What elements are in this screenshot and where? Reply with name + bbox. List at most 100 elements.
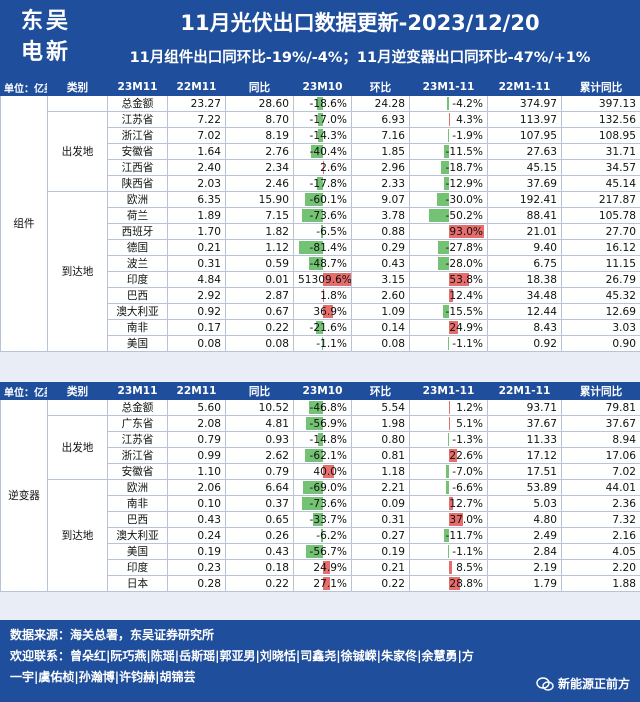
value-cell: 2.21 (351, 479, 410, 496)
pct-change-cell: 51309.6% (293, 271, 352, 288)
pct-change-value: 22.6% (449, 449, 483, 462)
value-cell: 0.08 (351, 335, 410, 352)
decline-bar (429, 209, 449, 222)
value-cell: 2.34 (225, 159, 294, 176)
value-cell: 17.51 (487, 463, 562, 480)
pct-change-cell: 40.0% (293, 463, 352, 480)
watermark-text: 新能源正前方 (557, 676, 630, 691)
value-cell: 1.09 (351, 303, 410, 320)
value-cell: 6.75 (487, 255, 562, 272)
value-cell: 0.90 (561, 335, 640, 352)
value-cell: 8.94 (561, 431, 640, 448)
growth-bar (448, 225, 485, 238)
pct-change-value: -60.1% (309, 193, 347, 206)
pct-change-value: -30.0% (445, 193, 483, 206)
group-label: 出发地 (47, 415, 108, 480)
pct-change-value: 28.8% (449, 577, 483, 590)
column-header: 23M11 (107, 78, 168, 96)
growth-bar (448, 321, 459, 334)
pct-change-value: -73.6% (309, 209, 347, 222)
pct-change-cell: -1.1% (293, 335, 352, 352)
value-cell: 1.70 (167, 223, 226, 240)
pct-change-value: -6.6% (452, 481, 483, 494)
pct-change-value: 1.8% (320, 289, 347, 302)
pct-change-value: 24.9% (313, 561, 347, 574)
value-cell: 27.70 (561, 223, 640, 240)
value-cell: 4.84 (167, 271, 226, 288)
category-cell: 巴西 (107, 287, 168, 304)
table-row: 陕西省2.032.46-17.8%2.33-12.9%37.6945.14-16… (1, 175, 640, 192)
value-cell: 7.02 (167, 127, 226, 144)
value-cell: 2.06 (167, 479, 226, 496)
value-cell: 34.57 (561, 159, 640, 176)
value-cell: 4.05 (561, 543, 640, 560)
value-cell: 79.81 (561, 399, 640, 416)
value-cell: 2.87 (225, 287, 294, 304)
pct-change-value: 24.9% (449, 321, 483, 334)
wechat-icon (536, 677, 554, 691)
pct-change-cell: 27.1% (293, 575, 352, 592)
column-header: 23M11 (107, 382, 168, 400)
value-cell: 2.40 (167, 159, 226, 176)
pct-change-value: -1.1% (452, 337, 483, 350)
growth-bar (322, 289, 323, 302)
decline-bar (305, 193, 323, 206)
value-cell: 0.22 (225, 319, 294, 336)
decline-bar (318, 433, 323, 446)
logo-line-1: 东吴 (20, 8, 71, 34)
pct-change-value: -14.3% (309, 129, 347, 142)
pct-change-value: 2.6% (320, 161, 347, 174)
decline-bar (442, 305, 449, 318)
category-cell: 陕西省 (107, 175, 168, 192)
pct-change-cell: -6.2% (293, 527, 352, 544)
product-label: 组件 (0, 95, 48, 352)
column-header: 累计同比 (561, 382, 640, 400)
value-cell: 132.56 (561, 111, 640, 128)
value-cell: 11.33 (487, 431, 562, 448)
decline-bar (316, 321, 323, 334)
value-cell: 1.98 (351, 415, 410, 432)
column-header: 累计同比 (561, 78, 640, 96)
value-cell: 0.79 (167, 431, 226, 448)
value-cell: 1.18 (351, 463, 410, 480)
pct-change-value: -4.2% (452, 97, 483, 110)
pct-change-cell: -21.6% (293, 319, 352, 336)
pct-change-value: -17.8% (309, 177, 347, 190)
value-cell: 0.09 (351, 495, 410, 512)
pct-change-value: 36.9% (313, 305, 347, 318)
empty-group-cell (47, 399, 108, 416)
value-cell: 217.87 (561, 191, 640, 208)
decline-bar (445, 481, 449, 494)
pct-change-cell: 93.0% (409, 223, 488, 240)
value-cell: 0.23 (167, 559, 226, 576)
value-cell: 0.27 (351, 527, 410, 544)
pct-change-cell: 2.6% (293, 159, 352, 176)
value-cell: 0.79 (225, 463, 294, 480)
growth-bar (448, 513, 463, 526)
category-cell: 美国 (107, 543, 168, 560)
pct-change-value: -1.1% (316, 337, 347, 350)
pct-change-cell: 24.9% (409, 319, 488, 336)
logo-line-2: 电新 (20, 39, 71, 65)
decline-bar (444, 529, 449, 542)
pct-change-value: 37.0% (449, 513, 483, 526)
value-cell: 0.43 (351, 255, 410, 272)
pct-change-cell: -81.4% (293, 239, 352, 256)
value-cell: 6.93 (351, 111, 410, 128)
pct-change-cell: -17.8% (293, 175, 352, 192)
pct-change-cell: -1.1% (409, 543, 488, 560)
pct-change-cell: -28.0% (409, 255, 488, 272)
value-cell: 0.28 (167, 575, 226, 592)
value-cell: 105.78 (561, 207, 640, 224)
pct-change-cell: -46.8% (293, 399, 352, 416)
value-cell: 27.63 (487, 143, 562, 160)
decline-bar (447, 129, 449, 142)
column-header: 23M10 (293, 382, 352, 400)
pct-change-value: 12.7% (449, 497, 483, 510)
pct-change-value: 1.2% (456, 401, 483, 414)
pct-change-cell: 36.9% (293, 303, 352, 320)
value-cell: 1.10 (167, 463, 226, 480)
